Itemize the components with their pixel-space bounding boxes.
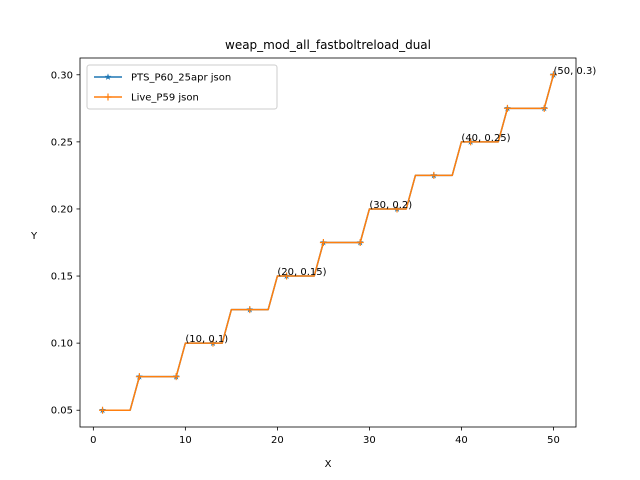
legend-box xyxy=(86,64,278,110)
series-point xyxy=(246,306,254,314)
data-annotation: (50, 0.3) xyxy=(553,66,596,77)
data-annotation: (40, 0.25) xyxy=(461,133,510,144)
series-point xyxy=(283,272,291,280)
data-annotation: (30, 0.2) xyxy=(369,200,412,211)
y-tick-label: 0.30 xyxy=(51,70,73,81)
x-tick-label: 10 xyxy=(179,435,192,446)
axes-frame xyxy=(79,57,577,428)
y-tick-label: 0.05 xyxy=(51,406,73,417)
series-point xyxy=(172,373,180,381)
legend-label: PTS_P60_25apr json xyxy=(131,73,231,84)
legend: PTS_P60_25apr json Live_P59 json xyxy=(86,64,278,110)
y-tick-label: 0.20 xyxy=(51,204,73,215)
y-tick-label: 0.10 xyxy=(51,339,73,350)
chart-title: weap_mod_all_fastboltreload_dual xyxy=(225,38,431,52)
x-tick-label: 20 xyxy=(271,435,284,446)
series-point xyxy=(540,104,548,112)
series-point xyxy=(319,239,327,246)
x-tick-label: 40 xyxy=(455,435,468,446)
x-tick-label: 0 xyxy=(90,435,96,446)
y-tick-label: 0.25 xyxy=(51,137,73,148)
x-tick-label: 30 xyxy=(363,435,376,446)
x-tick-label: 50 xyxy=(547,435,560,446)
plot-area: 0 10 20 30 40 50 0.05 0.10 0.15 0.20 0.25 0.30 (10, … xyxy=(51,57,596,446)
series-point xyxy=(549,71,557,79)
series-point xyxy=(393,205,401,213)
x-axis-label: X xyxy=(325,459,332,470)
legend-marker xyxy=(104,93,112,101)
series-point xyxy=(135,373,143,381)
series-point xyxy=(430,171,438,179)
series-point xyxy=(467,138,475,146)
data-annotation: (10, 0.1) xyxy=(185,334,228,345)
series-line-1 xyxy=(102,74,555,411)
y-axis-label: Y xyxy=(30,231,38,242)
series-point xyxy=(209,339,217,347)
legend-marker xyxy=(104,73,112,80)
data-annotation: (20, 0.15) xyxy=(277,267,326,278)
series-point xyxy=(99,406,107,414)
series-point xyxy=(503,104,511,112)
series-point xyxy=(356,239,364,246)
legend-label: Live_P59 json xyxy=(131,93,199,104)
y-tick-label: 0.15 xyxy=(51,272,73,283)
